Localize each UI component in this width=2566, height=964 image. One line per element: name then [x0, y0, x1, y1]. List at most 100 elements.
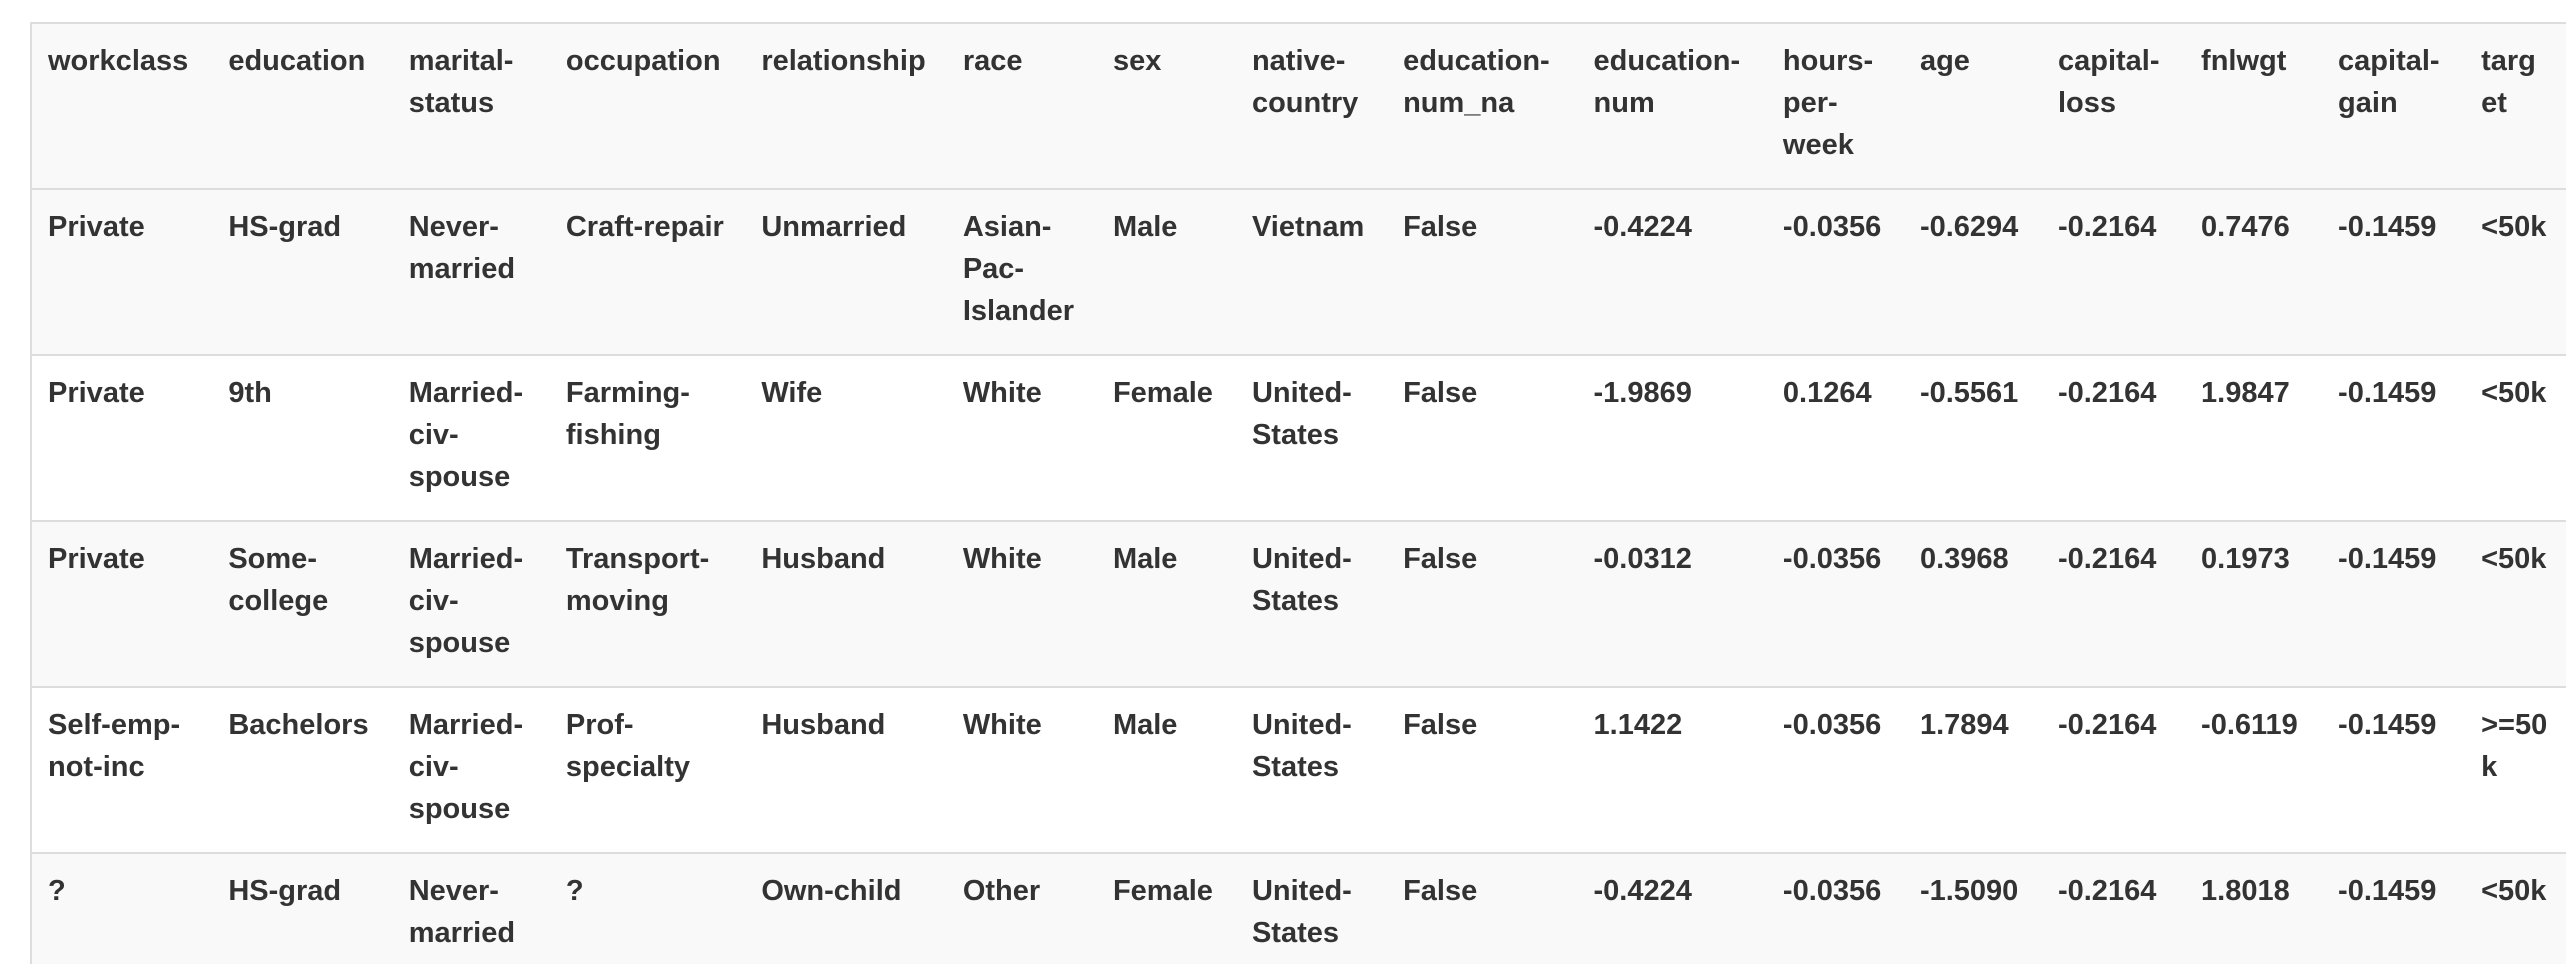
column-header-hours-per-week: hours-per-week — [1782, 45, 1874, 161]
column-header-capital-gain: capital-gain — [2338, 45, 2440, 119]
column-header-education: education — [228, 45, 366, 77]
table-cell: Married-civ-spouse — [408, 543, 524, 659]
table-cell: Never-married — [408, 875, 516, 949]
table-cell: <50k — [2481, 211, 2547, 243]
table-cell: Male — [1112, 211, 1178, 243]
column-header-education-num-na: education-num_na — [1403, 45, 1550, 119]
table-cell: ? — [48, 875, 66, 907]
table-cell: -0.0356 — [1782, 875, 1882, 907]
table-cell: <50k — [2481, 875, 2547, 907]
table-cell: 1.7894 — [1919, 709, 2009, 741]
table-cell: -0.6119 — [2201, 709, 2298, 741]
table-cell: <50k — [2481, 543, 2547, 575]
column-header-age: age — [1919, 45, 1970, 77]
table-cell: False — [1403, 543, 1478, 575]
table-row: Private HS-grad Never-married Craft-repa… — [31, 189, 2566, 355]
table-cell: Other — [962, 875, 1041, 907]
table-cell: Self-emp-not-inc — [48, 709, 181, 783]
column-header-native-country: native-country — [1251, 45, 1359, 119]
table-cell: Male — [1112, 709, 1178, 741]
table-cell: Private — [48, 543, 145, 575]
table-cell: Private — [48, 377, 145, 409]
table-cell: -0.1459 — [2338, 211, 2437, 243]
table-cell: 1.8018 — [2201, 875, 2290, 907]
table-cell: ? — [565, 875, 584, 907]
table-cell: False — [1403, 377, 1478, 409]
table-cell: -0.5561 — [1919, 377, 2019, 409]
table-cell: <50k — [2481, 377, 2547, 409]
table-cell: Some-college — [228, 543, 329, 617]
table-cell: Asian-Pac-Islander — [962, 211, 1075, 327]
table-cell: HS-grad — [228, 211, 342, 243]
table-cell: HS-grad — [228, 875, 342, 907]
table-cell: Transport-moving — [565, 543, 710, 617]
table-cell: 0.3968 — [1919, 543, 2009, 575]
table-cell: Female — [1112, 875, 1213, 907]
table-cell: United-States — [1251, 875, 1352, 949]
header-row: workclass education marital-status occup… — [31, 23, 2566, 189]
table-cell: Own-child — [761, 875, 902, 907]
table-cell: Craft-repair — [565, 211, 724, 243]
table-row: ? HS-grad Never-married ? Own-child Othe… — [31, 853, 2566, 964]
table-row: Self-emp-not-inc Bachelors Married-civ-s… — [31, 687, 2566, 853]
table-cell: Private — [48, 211, 145, 243]
table-cell: Married-civ-spouse — [408, 377, 524, 493]
table-cell: 1.9847 — [2201, 377, 2290, 409]
table-cell: Male — [1112, 543, 1178, 575]
table-cell: -0.1459 — [2338, 709, 2437, 741]
table-cell: United-States — [1251, 543, 1352, 617]
column-header-marital-status: marital-status — [408, 45, 514, 119]
table-cell: Husband — [761, 709, 886, 741]
table-cell: 0.1973 — [2201, 543, 2290, 575]
table-cell: False — [1403, 709, 1478, 741]
table-cell: -1.9869 — [1593, 377, 1692, 409]
table-cell: -0.2164 — [2057, 377, 2157, 409]
table-cell: Bachelors — [228, 709, 369, 741]
column-header-sex: sex — [1112, 45, 1162, 77]
column-header-occupation: occupation — [565, 45, 721, 77]
table-cell: -0.2164 — [2057, 709, 2157, 741]
dataframe-container: workclass education marital-status occup… — [30, 22, 2566, 964]
table-cell: White — [962, 709, 1042, 741]
table-cell: -0.4224 — [1593, 875, 1692, 907]
table-cell: -0.2164 — [2057, 543, 2157, 575]
column-header-workclass: workclass — [48, 45, 189, 77]
table-cell: -0.6294 — [1919, 211, 2019, 243]
data-table: workclass education marital-status occup… — [30, 22, 2566, 964]
table-cell: -0.0356 — [1782, 709, 1882, 741]
column-header-relationship: relationship — [761, 45, 926, 77]
table-cell: False — [1403, 875, 1478, 907]
table-cell: United-States — [1251, 709, 1352, 783]
column-header-target: target — [2481, 45, 2536, 119]
table-cell: -0.0356 — [1782, 211, 1882, 243]
table-cell: White — [962, 377, 1042, 409]
column-header-fnlwgt: fnlwgt — [2201, 45, 2287, 77]
table-row: Private 9th Married-civ-spouse Farming-f… — [31, 355, 2566, 521]
column-header-race: race — [962, 45, 1023, 77]
table-row: Private Some-college Married-civ-spouse … — [31, 521, 2566, 687]
table-cell: 1.1422 — [1593, 709, 1683, 741]
table-cell: Wife — [761, 377, 823, 409]
table-cell: 0.7476 — [2201, 211, 2290, 243]
table-cell: United-States — [1251, 377, 1352, 451]
column-header-capital-loss: capital-loss — [2057, 45, 2160, 119]
column-header-education-num: education-num — [1593, 45, 1741, 119]
table-cell: >=50k — [2481, 709, 2548, 783]
table-cell: -0.2164 — [2057, 211, 2157, 243]
table-cell: Prof-specialty — [565, 709, 690, 783]
table-cell: Never-married — [408, 211, 516, 285]
table-cell: -0.1459 — [2338, 377, 2437, 409]
table-cell: False — [1403, 211, 1478, 243]
table-cell: -0.0356 — [1782, 543, 1882, 575]
table-cell: 9th — [228, 377, 272, 409]
table-cell: 0.1264 — [1782, 377, 1872, 409]
table-cell: Husband — [761, 543, 886, 575]
table-cell: -0.4224 — [1593, 211, 1692, 243]
table-cell: Farming-fishing — [565, 377, 690, 451]
table-cell: -0.1459 — [2338, 543, 2437, 575]
table-cell: -0.1459 — [2338, 875, 2437, 907]
table-cell: Married-civ-spouse — [408, 709, 524, 825]
table-cell: -1.5090 — [1919, 875, 2019, 907]
table-cell: Unmarried — [761, 211, 907, 243]
table-cell: White — [962, 543, 1042, 575]
